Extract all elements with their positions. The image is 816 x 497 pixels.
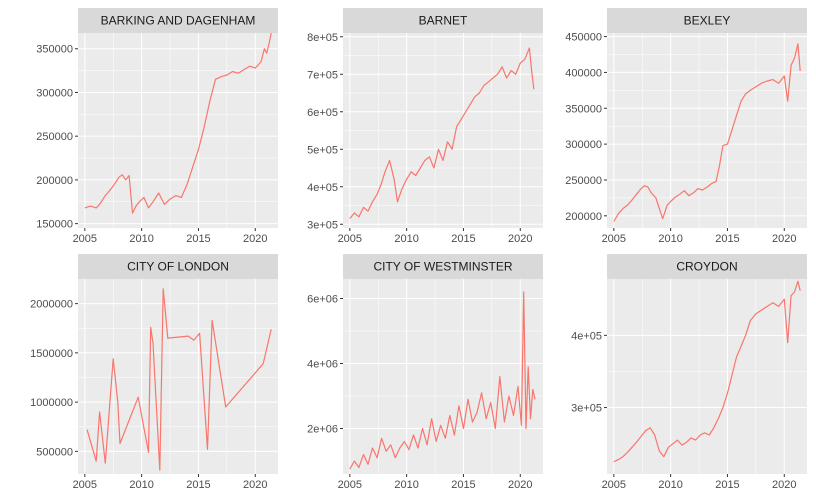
facet-strip: [607, 8, 807, 33]
facet-panel: BARKING AND DAGENHAM 2005 2010 2015 2020 1500…: [36, 8, 278, 245]
x-tick-label: 2015: [715, 479, 739, 491]
facet-title: BEXLEY: [684, 14, 731, 28]
y-tick-label: 7e+05: [307, 69, 338, 81]
x-tick-label: 2010: [394, 233, 418, 245]
y-tick-label: 200000: [36, 175, 73, 187]
y-tick-label: 350000: [565, 103, 602, 115]
y-tick-label: 6e+05: [307, 107, 338, 119]
facet-panel: CROYDON 2005 2010 2015 2020 3e+05 4e+05: [571, 254, 807, 491]
y-tick-label: 300000: [565, 139, 602, 151]
y-tick-label: 1500000: [30, 348, 73, 360]
x-tick-label: 2015: [186, 233, 210, 245]
x-tick-label: 2005: [73, 479, 97, 491]
y-tick-label: 200000: [565, 211, 602, 223]
y-tick-label: 2000000: [30, 299, 73, 311]
x-tick-label: 2020: [508, 233, 532, 245]
x-tick-label: 2010: [394, 479, 418, 491]
series-line: [613, 43, 801, 222]
x-tick-label: 2005: [602, 233, 626, 245]
series-line: [84, 32, 272, 214]
panel-background: [78, 279, 278, 474]
y-tick-label: 4e+06: [307, 359, 338, 371]
facet-strip: [78, 254, 278, 279]
x-tick-label: 2020: [508, 479, 532, 491]
facet-title: CROYDON: [676, 260, 737, 274]
y-tick-label: 250000: [36, 131, 73, 143]
series-line: [86, 288, 272, 471]
x-tick-label: 2005: [602, 479, 626, 491]
y-tick-label: 3e+05: [571, 403, 602, 415]
facet-strip: [78, 8, 278, 33]
y-tick-label: 2e+06: [307, 424, 338, 436]
facet-title: CITY OF LONDON: [127, 260, 229, 274]
y-tick-label: 300000: [36, 87, 73, 99]
facet-strip: [607, 254, 807, 279]
facet-panel: BEXLEY 2005 2010 2015 2020 200000 250000 300000…: [565, 8, 807, 245]
x-tick-label: 2015: [451, 233, 475, 245]
x-tick-label: 2015: [451, 479, 475, 491]
facet-panel: BARNET 2005 2010 2015 2020 3e+05 4e+05 5e+05 6e+…: [307, 8, 543, 245]
x-tick-label: 2005: [338, 233, 362, 245]
series-line: [349, 47, 535, 219]
y-tick-label: 250000: [565, 175, 602, 187]
facet-strip: [343, 8, 543, 33]
y-tick-label: 350000: [36, 44, 73, 56]
facet-strip: [343, 254, 543, 279]
facet-title: BARNET: [419, 14, 468, 28]
y-tick-label: 500000: [36, 446, 73, 458]
x-tick-label: 2015: [715, 233, 739, 245]
x-tick-label: 2005: [338, 479, 362, 491]
x-tick-label: 2010: [129, 479, 153, 491]
x-tick-label: 2010: [129, 233, 153, 245]
panel-background: [78, 33, 278, 228]
y-tick-label: 1000000: [30, 397, 73, 409]
y-tick-label: 8e+05: [307, 32, 338, 44]
panel-background: [607, 279, 807, 474]
x-tick-label: 2020: [243, 233, 267, 245]
x-tick-label: 2010: [658, 479, 682, 491]
x-tick-label: 2015: [186, 479, 210, 491]
x-tick-label: 2005: [73, 233, 97, 245]
y-tick-label: 4e+05: [307, 182, 338, 194]
facet-panel: CITY OF WESTMINSTER 2005 2010 2015 2020 2e+06…: [307, 254, 543, 491]
facet-panel: CITY OF LONDON 2005 2010 2015 2020 500000 1000…: [30, 254, 278, 491]
facet-title: CITY OF WESTMINSTER: [373, 260, 512, 274]
y-tick-label: 450000: [565, 32, 602, 44]
x-tick-label: 2020: [772, 233, 796, 245]
facet-title: BARKING AND DAGENHAM: [101, 14, 256, 28]
panel-background: [607, 33, 807, 228]
series-line: [613, 280, 801, 463]
y-tick-label: 6e+06: [307, 294, 338, 306]
series-line: [349, 291, 536, 470]
x-tick-label: 2010: [658, 233, 682, 245]
panel-background: [343, 279, 543, 474]
y-tick-label: 150000: [36, 219, 73, 231]
y-tick-label: 5e+05: [307, 144, 338, 156]
x-tick-label: 2020: [243, 479, 267, 491]
y-tick-label: 4e+05: [571, 330, 602, 342]
y-tick-label: 400000: [565, 67, 602, 79]
y-tick-label: 3e+05: [307, 219, 338, 231]
x-tick-label: 2020: [772, 479, 796, 491]
